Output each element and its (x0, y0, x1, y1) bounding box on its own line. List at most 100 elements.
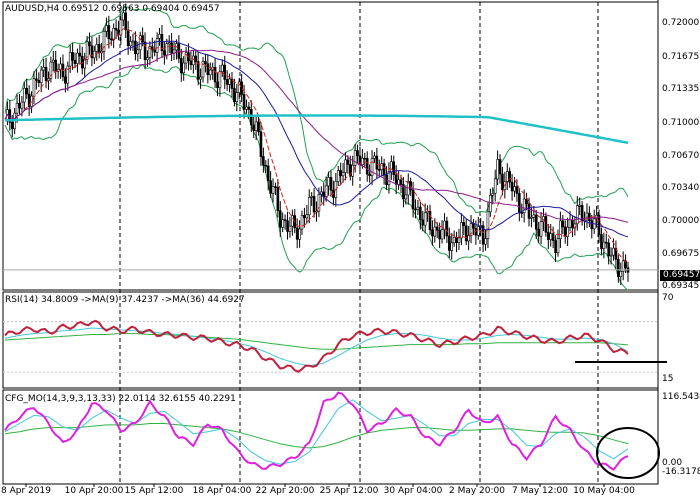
ma-slow-line (4, 49, 629, 223)
candle-body (423, 212, 427, 226)
candle-body (223, 64, 227, 80)
candle-body (559, 220, 562, 239)
time-tick: 10 May 04:00 (573, 486, 635, 496)
candle-body (153, 49, 157, 53)
candle-body (47, 78, 50, 81)
candle-body (368, 173, 371, 176)
candle-body (363, 157, 367, 160)
candle-body (317, 194, 321, 212)
time-tick: 2 May 20:00 (449, 486, 505, 496)
candle-body (105, 25, 108, 32)
candle-body (68, 52, 72, 67)
candle-body (349, 164, 352, 177)
candle-body (619, 271, 623, 278)
candle-body (288, 225, 292, 232)
candle-body (435, 226, 439, 231)
candle-body (95, 44, 99, 52)
candle-body (184, 52, 188, 64)
symbol-header: AUDUSD,H4 0.69512 0.69563 0.69404 0.6945… (5, 4, 220, 15)
candle-body (561, 220, 565, 228)
candle-body (522, 198, 526, 214)
candle-body (192, 55, 195, 66)
candle-body (498, 159, 502, 175)
candle-body (259, 131, 263, 157)
price-tick: 0.72000 (662, 18, 700, 28)
candle-body (336, 170, 340, 182)
bollinger-lower (4, 64, 629, 291)
symbol-label: AUDUSD,H4 (5, 4, 60, 14)
candle-body (585, 212, 589, 221)
candle-body (233, 88, 236, 102)
candle-body (505, 171, 509, 182)
high-value: 0.69563 (102, 4, 140, 14)
rsi-level-tick: 15 (662, 374, 674, 384)
candle-body (612, 247, 615, 256)
cfg-label: CFG_MO(14,3,9,3,13,33) 22.0114 32.6155 4… (5, 394, 236, 404)
candle-body (228, 78, 231, 85)
candle-body (252, 124, 256, 131)
candle-body (64, 76, 67, 84)
candle-body (455, 237, 458, 244)
rsi-line (4, 319, 629, 373)
candle-body (370, 158, 374, 176)
candle-body (467, 235, 470, 242)
candle-body (433, 226, 437, 237)
candle-body (476, 226, 480, 236)
candle-body (460, 222, 463, 239)
candle-body (414, 208, 417, 211)
candle-body (257, 121, 260, 133)
price-tick: 0.70670 (662, 151, 700, 161)
candle-body (194, 55, 198, 62)
candle-body (250, 109, 253, 126)
candle-body (450, 242, 454, 251)
candle-body (551, 233, 555, 241)
candle-body (90, 45, 94, 59)
candle-body (199, 76, 202, 80)
candle-body (431, 229, 434, 237)
candle-body (375, 155, 379, 170)
candle-body (78, 52, 82, 57)
candle-body (73, 60, 77, 64)
candle-body (240, 81, 243, 95)
candle-body (42, 66, 45, 71)
candle-body (452, 237, 456, 244)
candle-body (394, 174, 398, 185)
candle-body (549, 233, 553, 240)
candle-body (196, 61, 200, 80)
candle-body (85, 41, 89, 60)
ma-long-line (4, 114, 629, 145)
candle-body (307, 197, 311, 215)
candle-body (617, 259, 620, 278)
candle-body (170, 42, 173, 54)
candle-body (312, 196, 316, 213)
rsi-label: RSI(14) 34.8009 (5, 295, 79, 305)
candle-body (525, 198, 528, 205)
candle-body (291, 215, 294, 227)
ma-mid-line (4, 40, 629, 238)
candle-body (346, 159, 350, 165)
candle-body (155, 38, 159, 53)
candle-body (37, 80, 41, 83)
candle-body (520, 212, 524, 214)
candle-body (27, 93, 31, 107)
candle-body (428, 211, 432, 231)
price-tick: 0.69675 (662, 249, 700, 259)
candle-body (283, 219, 287, 222)
candle-body (399, 179, 403, 185)
cfg-circle-annotation (596, 427, 660, 479)
candle-body (404, 194, 408, 200)
candle-body (339, 170, 342, 177)
time-tick: 18 Apr 04:00 (192, 486, 252, 496)
candle-body (489, 195, 492, 213)
candle-body (80, 55, 84, 69)
candle-body (179, 58, 183, 74)
candle-body (129, 41, 132, 47)
rsi-ma-slow-line (4, 333, 629, 350)
candle-body (269, 180, 272, 194)
candle-body (141, 35, 144, 43)
candle-body (237, 81, 241, 93)
candle-body (486, 211, 490, 239)
ma-fast-line (4, 28, 629, 265)
